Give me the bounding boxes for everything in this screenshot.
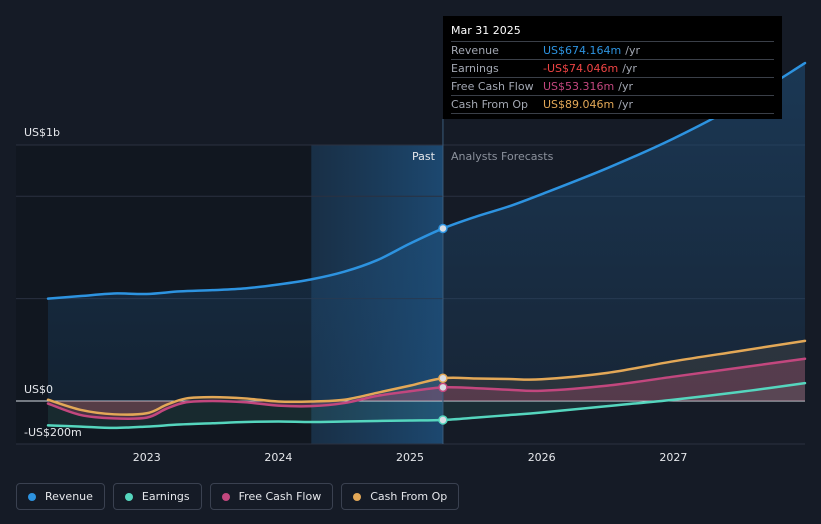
y-tick-label-bottom: -US$200m [24, 426, 82, 439]
legend-label: Free Cash Flow [238, 490, 322, 503]
line-earnings [46, 381, 807, 430]
legend: Revenue Earnings Free Cash Flow Cash Fro… [16, 483, 460, 510]
tooltip-unit: /yr [618, 80, 633, 93]
line-revenue [46, 61, 807, 300]
tooltip-unit: /yr [622, 62, 637, 75]
tooltip-date: Mar 31 2025 [451, 24, 774, 42]
legend-dot-icon [28, 492, 36, 501]
tooltip-row-cash-from-op: Cash From Op US$89.046m /yr [451, 96, 774, 114]
legend-label: Cash From Op [370, 490, 448, 503]
x-axis: 2023 2024 2025 2026 2027 [133, 451, 688, 464]
marker-earnings [438, 415, 448, 425]
tooltip-row-free-cash-flow: Free Cash Flow US$53.316m /yr [451, 78, 774, 96]
tooltip-unit: /yr [618, 98, 633, 111]
x-tick-label: 2025 [396, 451, 424, 464]
tooltip-unit: /yr [625, 44, 640, 57]
legend-label: Revenue [45, 490, 93, 503]
y-tick-label-top: US$1b [24, 126, 61, 139]
legend-dot-icon [221, 492, 230, 501]
tooltip-label: Revenue [451, 44, 499, 57]
series-lines [46, 61, 807, 430]
tooltip-label: Cash From Op [451, 98, 529, 111]
x-tick-label: 2024 [264, 451, 292, 464]
x-tick-label: 2026 [528, 451, 556, 464]
area-free-cash-flow [48, 358, 805, 419]
forecast-label: Analysts Forecasts [451, 150, 554, 163]
area-revenue [48, 63, 805, 401]
past-label: Past [412, 150, 436, 163]
x-tick-label: 2027 [659, 451, 687, 464]
tooltip-row-earnings: Earnings -US$74.046m /yr [451, 60, 774, 78]
legend-label: Earnings [141, 490, 190, 503]
series-areas [48, 63, 805, 428]
legend-item-cash-from-op[interactable]: Cash From Op [341, 483, 460, 510]
legend-dot-icon [353, 492, 362, 501]
tooltip-row-revenue: Revenue US$674.164m /yr [451, 42, 774, 60]
legend-item-revenue[interactable]: Revenue [16, 483, 105, 510]
tooltip: Mar 31 2025 Revenue US$674.164m /yr Earn… [443, 16, 782, 119]
y-tick-label-zero: US$0 [24, 383, 54, 396]
tooltip-value: US$674.164m [543, 44, 622, 57]
tooltip-label: Earnings [451, 62, 499, 75]
legend-item-free-cash-flow[interactable]: Free Cash Flow [209, 483, 334, 510]
hover-markers [438, 223, 448, 425]
legend-item-earnings[interactable]: Earnings [112, 483, 202, 510]
marker-revenue [438, 223, 448, 234]
x-tick-label: 2023 [133, 451, 161, 464]
line-cash-from-op [46, 339, 807, 416]
tooltip-value: -US$74.046m [543, 62, 619, 75]
marker-cash-from-op [438, 373, 448, 383]
area-earnings [48, 383, 805, 428]
marker-free-cash-flow [438, 382, 448, 393]
tooltip-label: Free Cash Flow [451, 80, 534, 93]
legend-dot-icon [124, 492, 133, 501]
tooltip-value: US$53.316m [543, 80, 615, 93]
line-free-cash-flow [46, 357, 807, 421]
tooltip-value: US$89.046m [543, 98, 615, 111]
area-cash-from-op [48, 340, 805, 415]
